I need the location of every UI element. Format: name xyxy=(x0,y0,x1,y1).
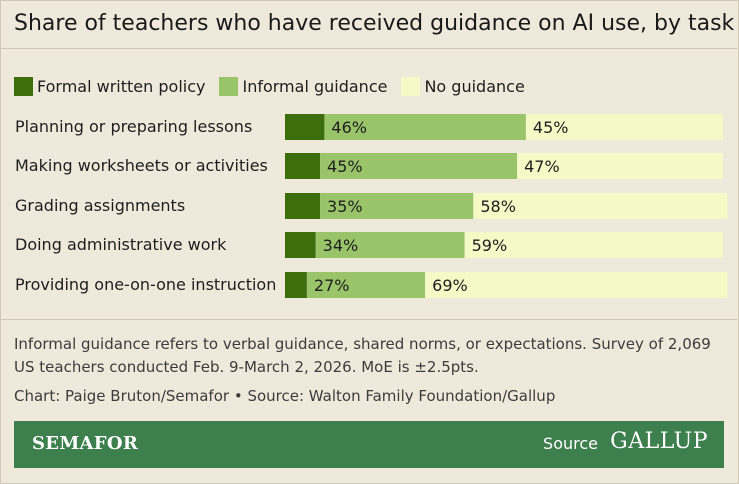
legend: Formal written policy Informal guidance … xyxy=(14,75,539,97)
legend-swatch-informal xyxy=(219,76,239,96)
notes-divider xyxy=(0,319,737,320)
bar-segment-none xyxy=(473,193,728,219)
semafor-logo: SEMAFOR xyxy=(32,433,139,454)
bar-segment-formal xyxy=(285,272,307,298)
bar-segment-formal xyxy=(285,232,316,258)
data-label-none: 58% xyxy=(480,197,516,216)
data-label-informal: 45% xyxy=(327,157,363,176)
data-label-informal: 27% xyxy=(314,276,350,295)
data-label-informal: 35% xyxy=(327,197,363,216)
data-label-informal: 34% xyxy=(323,236,359,255)
data-label-none: 47% xyxy=(524,157,560,176)
chart-title: Share of teachers who have received guid… xyxy=(14,11,735,36)
footer-bar: SEMAFOR Source GALLUP xyxy=(14,421,724,468)
title-divider xyxy=(0,48,737,49)
bar-segment-none xyxy=(464,232,723,258)
legend-label-informal: Informal guidance xyxy=(242,76,388,96)
bar-segment-none xyxy=(517,153,723,179)
bar-segment-informal xyxy=(324,114,526,140)
chart-credit: Chart: Paige Bruton/Semafor • Source: Wa… xyxy=(14,387,556,405)
bar-segment-informal xyxy=(320,193,474,219)
data-label-informal: 46% xyxy=(331,118,367,137)
legend-item-informal: Informal guidance xyxy=(219,76,388,96)
bar-segment-none xyxy=(525,114,723,140)
legend-label-formal: Formal written policy xyxy=(37,76,206,96)
data-label-none: 45% xyxy=(533,118,569,137)
footer-source-label: Source xyxy=(543,434,598,453)
category-label: Grading assignments xyxy=(15,196,186,215)
legend-swatch-none xyxy=(401,76,421,96)
legend-item-none: No guidance xyxy=(401,76,525,96)
bar-segment-informal xyxy=(320,153,518,179)
chart-note: Informal guidance refers to verbal guida… xyxy=(14,335,711,376)
legend-item-formal: Formal written policy xyxy=(14,76,206,96)
bar-segment-formal xyxy=(285,193,321,219)
bar-segment-informal xyxy=(315,232,465,258)
data-label-none: 59% xyxy=(472,236,508,255)
bar-segment-none xyxy=(425,272,728,298)
category-label: Providing one-on-one instruction xyxy=(15,275,277,294)
data-label-none: 69% xyxy=(432,276,468,295)
legend-swatch-formal xyxy=(14,76,33,96)
bar-segment-informal xyxy=(306,272,426,298)
bar-segment-formal xyxy=(285,153,321,179)
category-label: Planning or preparing lessons xyxy=(15,117,253,136)
bar-segment-formal xyxy=(285,114,325,140)
category-label: Doing administrative work xyxy=(15,235,227,254)
legend-label-none: No guidance xyxy=(424,76,525,96)
category-label: Making worksheets or activities xyxy=(15,156,268,175)
stacked-bar-plot: 46% 45% 45% 47% 35% 58% 34% 59% 27% 69% xyxy=(285,114,728,298)
gallup-logo: GALLUP xyxy=(610,429,708,454)
